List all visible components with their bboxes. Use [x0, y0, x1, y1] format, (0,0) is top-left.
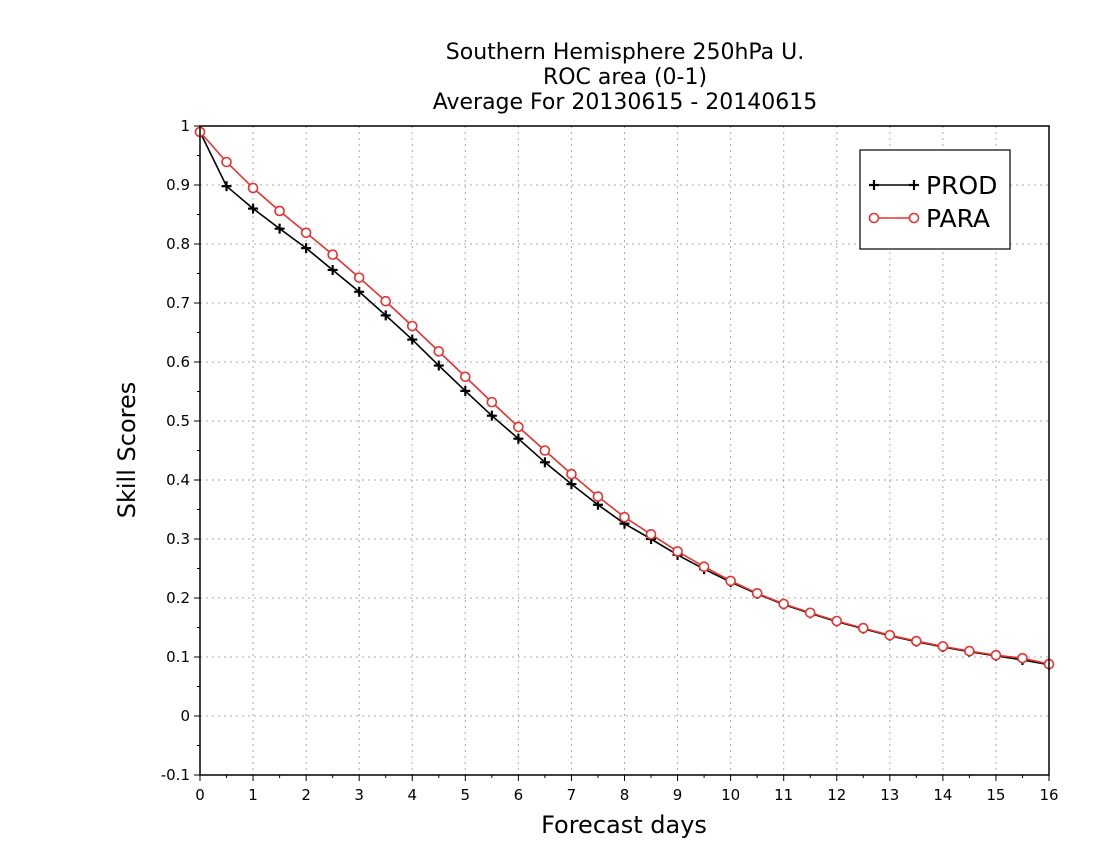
data-point-prod: [221, 181, 232, 192]
data-point-para: [804, 607, 816, 619]
y-tick-label: 0.4: [166, 471, 190, 489]
data-point-para: [990, 649, 1002, 661]
x-tick-label: 12: [827, 786, 846, 804]
data-point-prod: [274, 223, 285, 234]
data-point-para: [380, 295, 392, 307]
legend-label-prod: PROD: [926, 171, 997, 200]
y-tick-label: 0.9: [166, 176, 190, 194]
legend-marker-para: [908, 212, 920, 224]
y-tick-label: 0.2: [166, 589, 190, 607]
x-axis-title: Forecast days: [541, 811, 707, 839]
data-point-prod: [566, 479, 577, 490]
data-point-prod: [539, 457, 550, 468]
data-point-prod: [486, 410, 497, 421]
data-point-prod: [407, 334, 418, 345]
data-point-para: [672, 546, 683, 557]
data-point-para: [831, 615, 843, 627]
x-tick-label: 9: [673, 786, 683, 804]
data-point-para: [884, 629, 896, 641]
y-axis-ticks: -0.1 0 0.1 0.2 0.3 0.4 0.5 0.6 0.7 0.8 0.9 1: [161, 117, 200, 784]
x-axis-ticks: 0 1 2 3 4 5 6 7 8 9 10 11 12 13 14 15 16: [195, 775, 1059, 804]
data-point-prod: [301, 243, 312, 254]
chart-title: Southern Hemisphere 250hPa U. ROC area (…: [433, 40, 818, 115]
data-point-para: [645, 528, 657, 540]
y-tick-label: 0.8: [166, 235, 190, 253]
y-tick-label: 1: [180, 117, 190, 135]
plot-frame: [199, 125, 1050, 776]
legend: PROD PARA: [859, 149, 1011, 250]
legend-item-para: PARA: [868, 204, 990, 233]
data-point-prod: [327, 264, 338, 275]
legend-items: PROD PARA: [868, 171, 997, 233]
legend-box: [859, 149, 1011, 250]
data-point-para: [539, 445, 551, 456]
data-point-para: [619, 511, 630, 523]
data-point-para: [1017, 652, 1028, 664]
x-tick-label: 6: [514, 786, 524, 804]
data-point-para: [486, 396, 498, 408]
x-tick-label: 16: [1039, 786, 1058, 804]
x-tick-label: 5: [461, 786, 471, 804]
x-tick-label: 8: [620, 786, 630, 804]
data-point-prod: [248, 203, 259, 214]
grid-lines: [200, 126, 1049, 775]
data-point-para: [566, 468, 577, 480]
data-point-para: [592, 491, 604, 502]
y-tick-label: -0.1: [161, 766, 190, 784]
data-point-para: [857, 622, 869, 634]
data-point-para: [247, 182, 259, 194]
data-point-para: [698, 561, 710, 573]
data-point-para: [433, 346, 445, 357]
data-point-para: [513, 421, 524, 433]
data-point-para: [300, 227, 312, 239]
data-point-para: [406, 320, 418, 332]
x-tick-label: 0: [195, 786, 205, 804]
x-tick-label: 4: [407, 786, 417, 804]
legend-item-prod: PROD: [869, 171, 997, 200]
data-point-para: [751, 587, 763, 599]
x-tick-label: 7: [567, 786, 577, 804]
x-tick-label: 1: [248, 786, 258, 804]
data-point-para: [964, 645, 975, 657]
y-tick-label: 0.5: [166, 412, 190, 430]
chart-title-line-2: ROC area (0-1): [543, 65, 707, 90]
data-point-para: [911, 635, 922, 647]
y-tick-label: 0: [180, 707, 190, 725]
y-axis-title: Skill Scores: [113, 382, 141, 519]
data-point-prod: [433, 360, 444, 371]
chart-title-line-1: Southern Hemisphere 250hPa U.: [446, 40, 804, 65]
data-point-prod: [354, 286, 365, 297]
legend-label-para: PARA: [926, 204, 990, 233]
series-para: [194, 126, 1055, 670]
y-tick-label: 0.1: [166, 648, 190, 666]
data-point-prod: [380, 310, 391, 321]
x-tick-label: 11: [774, 786, 793, 804]
chart-title-line-3: Average For 20130615 - 20140615: [433, 90, 818, 115]
y-tick-label: 0.6: [166, 353, 190, 371]
x-tick-label: 2: [301, 786, 311, 804]
data-point-para: [327, 249, 338, 260]
x-tick-label: 13: [880, 786, 899, 804]
legend-marker-prod: [869, 180, 879, 190]
x-tick-label: 3: [354, 786, 364, 804]
data-point-prod: [513, 433, 524, 444]
data-point-para: [778, 598, 789, 610]
y-tick-label: 0.7: [166, 294, 190, 312]
legend-marker-para: [868, 212, 880, 224]
x-tick-label: 10: [721, 786, 740, 804]
data-point-para: [274, 205, 285, 217]
data-point-para: [221, 156, 232, 168]
x-tick-label: 15: [986, 786, 1005, 804]
data-point-para: [725, 575, 736, 587]
y-tick-label: 0.3: [166, 530, 190, 548]
data-point-para: [353, 272, 365, 283]
data-point-para: [460, 371, 471, 383]
x-tick-label: 14: [933, 786, 952, 804]
data-point-para: [937, 641, 949, 652]
data-point-prod: [460, 385, 471, 396]
legend-marker-prod: [909, 180, 919, 190]
